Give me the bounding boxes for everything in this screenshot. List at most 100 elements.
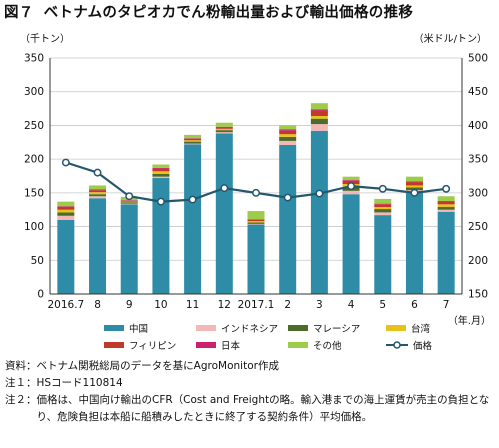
- bar-other: [247, 211, 265, 220]
- bar-japan: [57, 206, 75, 208]
- right-axis-unit: （米ドル/トン）: [413, 34, 487, 45]
- y-right-tick-label: 150: [468, 289, 488, 301]
- legend-label: フィリピン: [129, 341, 177, 352]
- legend-item-price: 価格: [386, 339, 476, 352]
- bar-japan: [215, 126, 233, 128]
- bar-indonesia: [374, 212, 392, 216]
- x-tick-label: 11: [186, 299, 199, 311]
- x-tick-label: 10: [154, 299, 167, 311]
- bar-taiwan: [310, 115, 328, 119]
- y-right-tick-label: 300: [468, 187, 488, 199]
- title-text: ベトナムのタピオカでん粉輸出量および輸出価格の推移: [43, 5, 414, 21]
- legend-swatch-price: [386, 341, 408, 349]
- bar-indonesia: [247, 223, 265, 225]
- bar-china: [405, 192, 423, 294]
- bar-philippines: [152, 168, 170, 172]
- x-tick-label: 5: [379, 299, 386, 311]
- bar-china: [120, 204, 138, 294]
- bar-philippines: [215, 127, 233, 129]
- bar-china: [152, 178, 170, 294]
- bar-other: [152, 164, 170, 168]
- left-axis-unit: （千トン）: [20, 34, 70, 45]
- x-tick-label: 12: [218, 299, 231, 311]
- bar-malaysia: [310, 118, 328, 125]
- y-left-tick-label: 100: [24, 221, 44, 233]
- bar-malaysia: [89, 194, 107, 197]
- bar-china: [374, 215, 392, 294]
- bar-indonesia: [120, 203, 138, 205]
- note-2: 注２： 価格は、中国向け輸出のCFR（Cost and Freightの略。輸入…: [5, 392, 497, 426]
- price-point: [315, 189, 324, 198]
- legend-item-other: その他: [288, 339, 386, 352]
- bar-other: [184, 134, 202, 139]
- bar-other: [374, 198, 392, 204]
- bar-malaysia: [215, 130, 233, 133]
- x-tick-label: 8: [94, 299, 101, 311]
- bar-china: [310, 130, 328, 294]
- note-1: 注１： HSコード110814: [5, 375, 497, 392]
- legend-label: 日本: [221, 341, 241, 352]
- legend-label: 台湾: [411, 324, 431, 335]
- legend-swatch-malaysia: [288, 325, 308, 331]
- bar-china: [247, 224, 265, 294]
- x-tick-label: 2016.7: [47, 299, 84, 311]
- bar-indonesia: [279, 140, 297, 145]
- bar-malaysia: [437, 207, 455, 210]
- bar-other: [405, 176, 423, 182]
- note-source-label: 資料：: [5, 360, 37, 372]
- bar-japan: [152, 167, 170, 169]
- legend-swatch-taiwan: [386, 325, 406, 331]
- y-right-tick-label: 400: [468, 120, 488, 132]
- legend-swatch-china: [104, 325, 124, 331]
- bar-taiwan: [247, 221, 265, 223]
- bar-taiwan: [374, 207, 392, 210]
- period-unit: （年.月）: [447, 316, 491, 327]
- note-1-text: HSコード110814: [36, 377, 123, 389]
- bar-japan: [89, 189, 107, 191]
- bar-japan: [279, 129, 297, 131]
- legend-item-japan: 日本: [196, 339, 288, 352]
- bar-philippines: [184, 138, 202, 141]
- bar-other: [310, 103, 328, 110]
- chart-area: 0 50 100 150 200 250 300 350 150 200 250 300 350 400 4…: [24, 53, 488, 312]
- legend-item-philippines: フィリピン: [104, 339, 196, 352]
- bar-other: [279, 125, 297, 130]
- y-left-tick-label: 250: [24, 120, 44, 132]
- price-point: [283, 193, 292, 202]
- price-point: [347, 182, 356, 191]
- bar-indonesia: [184, 143, 202, 145]
- x-tick-label: 7: [443, 299, 450, 311]
- bar-japan: [374, 203, 392, 205]
- bar-japan: [184, 138, 202, 139]
- legend-label: インドネシア: [221, 324, 279, 335]
- bar-indonesia: [310, 124, 328, 131]
- bar-taiwan: [57, 209, 75, 213]
- bar-indonesia: [437, 209, 455, 212]
- bar-indonesia: [89, 196, 107, 199]
- bar-malaysia: [405, 187, 423, 191]
- bar-malaysia: [184, 141, 202, 144]
- y-left-tick-label: 350: [24, 53, 44, 65]
- bar-china: [184, 144, 202, 294]
- bar-taiwan: [89, 192, 107, 195]
- bar-china: [89, 198, 107, 294]
- notes: 資料： ベトナム関税総局のデータを基にAgroMonitor作成 注１： HSコ…: [5, 358, 497, 426]
- bar-malaysia: [57, 212, 75, 216]
- price-point: [220, 184, 229, 193]
- legend-item-china: 中国: [104, 322, 196, 335]
- price-point: [156, 197, 165, 206]
- bar-china: [279, 144, 297, 294]
- bar-taiwan: [405, 185, 423, 188]
- y-left-tick-label: 200: [24, 154, 44, 166]
- y-left-tick-label: 50: [31, 255, 44, 267]
- bar-taiwan: [120, 201, 138, 203]
- legend-item-taiwan: 台湾: [386, 322, 476, 335]
- legend-label: その他: [313, 341, 342, 352]
- x-tick-label: 2017.1: [238, 299, 275, 311]
- bar-malaysia: [279, 136, 297, 141]
- y-left-tick-label: 300: [24, 86, 44, 98]
- bar-malaysia: [120, 202, 138, 204]
- x-tick-label: 6: [411, 299, 418, 311]
- x-tick-label: 4: [348, 299, 355, 311]
- bar-japan: [120, 200, 138, 201]
